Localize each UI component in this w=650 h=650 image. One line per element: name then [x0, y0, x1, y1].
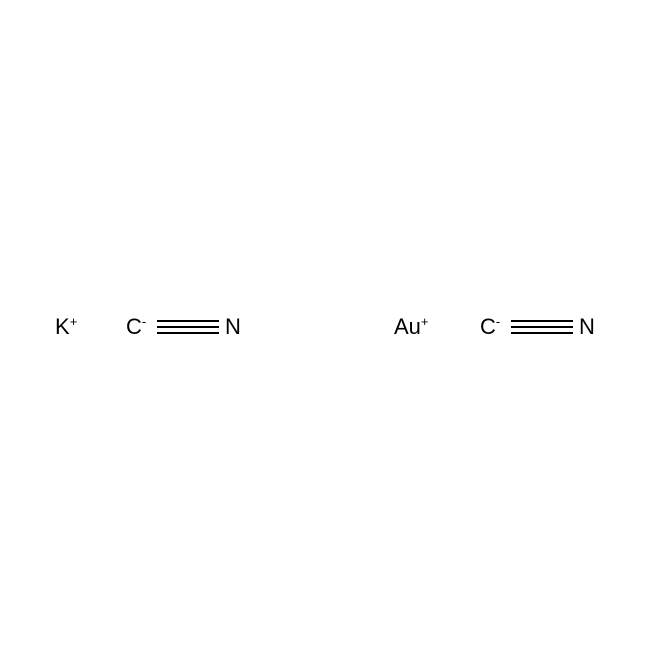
triple-bond-2-line-1 — [511, 320, 573, 322]
element-symbol: Au — [394, 314, 421, 339]
charge-label: + — [421, 314, 429, 329]
atom-carbon-anion-1: C- — [126, 316, 146, 338]
triple-bond-1-line-2 — [157, 326, 219, 328]
charge-label: + — [70, 314, 78, 329]
element-symbol: C — [126, 314, 142, 339]
triple-bond-2-line-2 — [511, 326, 573, 328]
element-symbol: N — [225, 314, 241, 339]
atom-nitrogen-2: N — [579, 316, 595, 338]
atom-potassium-cation: K+ — [55, 316, 77, 338]
atom-gold-cation: Au+ — [394, 316, 429, 338]
chemical-structure-canvas: K+ C- N Au+ C- N — [0, 0, 650, 650]
atom-nitrogen-1: N — [225, 316, 241, 338]
triple-bond-1-line-3 — [157, 332, 219, 334]
element-symbol: N — [579, 314, 595, 339]
triple-bond-2-line-3 — [511, 332, 573, 334]
element-symbol: C — [480, 314, 496, 339]
triple-bond-1-line-1 — [157, 320, 219, 322]
charge-label: - — [496, 314, 500, 329]
atom-carbon-anion-2: C- — [480, 316, 500, 338]
element-symbol: K — [55, 314, 70, 339]
charge-label: - — [142, 314, 146, 329]
